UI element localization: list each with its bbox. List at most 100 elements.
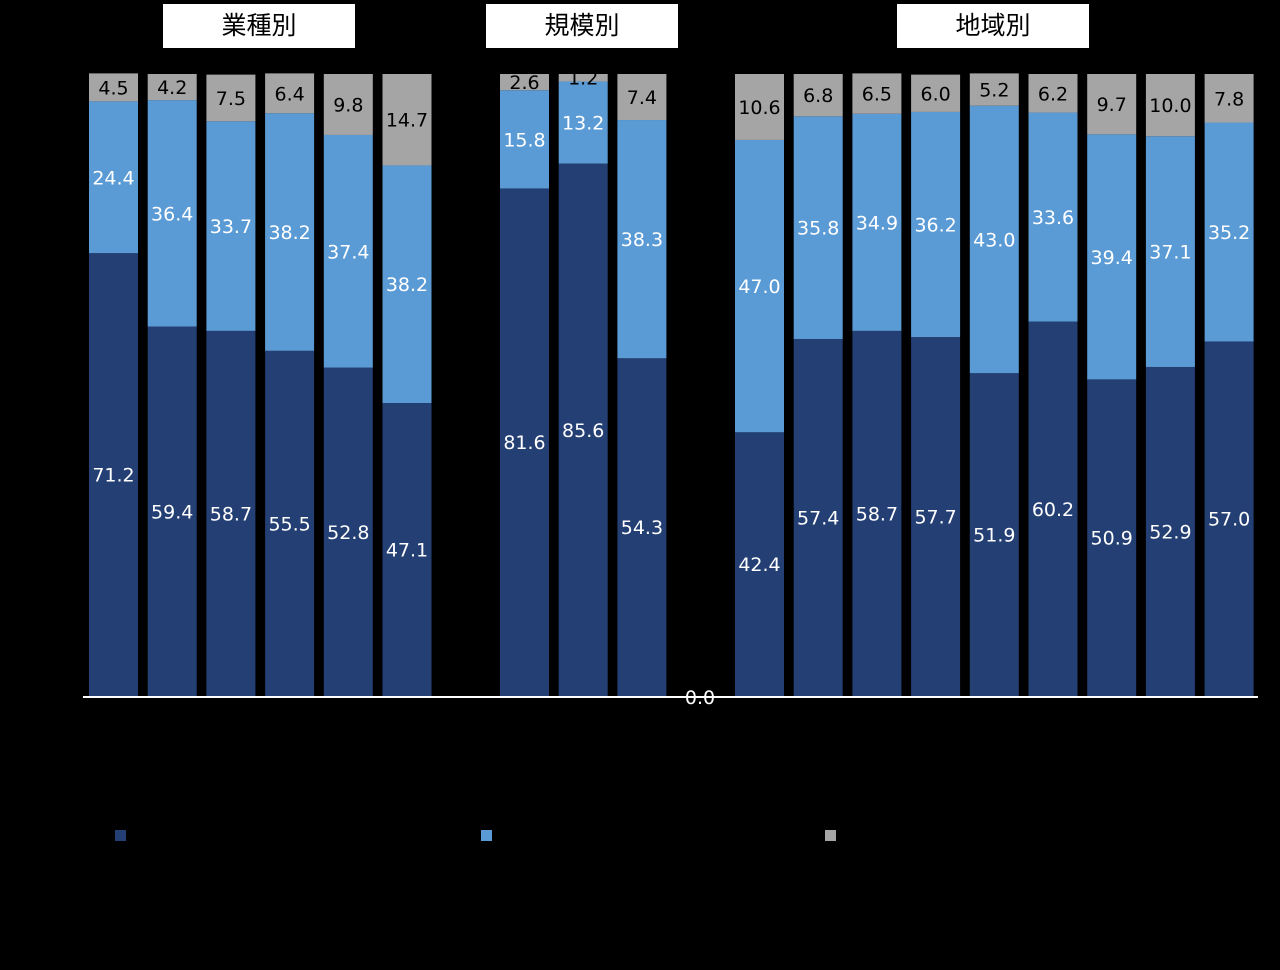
bar-segment-s1-b11 — [793, 338, 843, 696]
data-label-s2-b8: 13.2 — [562, 113, 604, 135]
bar-segment-s2-b9 — [617, 120, 667, 359]
data-label-s2-b15: 33.6 — [1032, 207, 1074, 229]
legend-marker-series-1 — [115, 830, 126, 841]
bar-segment-s2-b10 — [735, 139, 784, 433]
bar-segment-s3-b11 — [793, 74, 843, 117]
bar-segment-s2-b4 — [265, 113, 315, 351]
bar-segment-s1-b16 — [1087, 379, 1137, 696]
axis-zero-label: 0.0 — [685, 687, 715, 709]
bar-segment-s2-b16 — [1087, 134, 1137, 380]
bar-segment-s3-b6 — [382, 74, 432, 166]
data-label-s1-b2: 59.4 — [151, 501, 193, 523]
data-label-s2-b2: 36.4 — [151, 203, 193, 225]
bar-segment-s2-b17 — [1145, 136, 1195, 367]
bar-segment-s3-b18 — [1204, 74, 1254, 123]
bar-segment-s1-b9 — [617, 358, 667, 696]
bar-segment-s2-b12 — [852, 113, 902, 331]
bar-segment-s3-b7 — [500, 74, 549, 91]
bar-segment-s1-b7 — [500, 188, 549, 696]
data-label-s3-b12: 6.5 — [862, 84, 892, 106]
bar-segment-s3-b1 — [89, 73, 138, 102]
group-title-region: 地域別 — [897, 4, 1089, 48]
data-label-s3-b11: 6.8 — [803, 85, 833, 107]
data-label-s2-b12: 34.9 — [856, 212, 898, 234]
data-label-s2-b7: 15.8 — [503, 129, 545, 151]
bar-segment-s1-b1 — [89, 253, 138, 697]
legend-marker-series-3 — [825, 830, 836, 841]
data-label-s3-b18: 7.8 — [1214, 88, 1244, 110]
bar-segment-s2-b3 — [206, 121, 256, 331]
data-label-s3-b16: 9.7 — [1097, 94, 1127, 116]
bar-segment-s3-b8 — [558, 74, 608, 82]
data-label-s1-b10: 42.4 — [738, 554, 780, 576]
data-label-s2-b18: 35.2 — [1208, 222, 1250, 244]
data-label-s2-b9: 38.3 — [621, 229, 663, 251]
data-label-s3-b10: 10.6 — [738, 97, 780, 119]
bar-segment-s1-b14 — [969, 373, 1019, 696]
bar-segment-s1-b8 — [558, 163, 608, 696]
data-label-s2-b14: 43.0 — [973, 229, 1015, 251]
data-label-s3-b2: 4.2 — [157, 77, 187, 99]
data-label-s2-b3: 33.7 — [210, 216, 252, 238]
data-label-s1-b6: 47.1 — [386, 540, 428, 562]
bar-segment-s2-b13 — [911, 111, 961, 338]
data-label-s1-b7: 81.6 — [503, 432, 545, 454]
bar-segment-s3-b15 — [1028, 74, 1078, 113]
data-label-s2-b1: 24.4 — [92, 167, 134, 189]
data-label-s1-b17: 52.9 — [1149, 521, 1191, 543]
bar-segment-s2-b8 — [558, 81, 608, 164]
data-label-s3-b5: 9.8 — [333, 94, 363, 116]
data-label-s3-b7: 2.6 — [509, 72, 539, 94]
data-label-s1-b5: 52.8 — [327, 522, 369, 544]
bar-segment-s1-b6 — [382, 403, 432, 696]
bar-segment-s1-b13 — [911, 337, 961, 696]
bar-segment-s2-b7 — [500, 90, 549, 189]
bar-segment-s3-b9 — [617, 74, 667, 121]
bar-segment-s2-b1 — [89, 101, 138, 254]
bar-segment-s3-b16 — [1087, 74, 1137, 135]
data-label-s2-b5: 37.4 — [327, 241, 369, 263]
group-title-industry: 業種別 — [163, 4, 355, 48]
bar-segment-s1-b12 — [852, 330, 902, 696]
data-label-s2-b11: 35.8 — [797, 218, 839, 240]
bar-segment-s2-b14 — [969, 105, 1019, 374]
data-label-s2-b13: 36.2 — [914, 215, 956, 237]
data-label-s2-b4: 38.2 — [268, 222, 310, 244]
data-label-s1-b15: 60.2 — [1032, 499, 1074, 521]
data-label-s3-b14: 5.2 — [979, 80, 1009, 102]
bar-segment-s1-b17 — [1145, 366, 1195, 696]
bar-segment-s3-b5 — [323, 74, 373, 135]
data-label-s1-b12: 58.7 — [856, 503, 898, 525]
group-title-size: 規模別 — [486, 4, 678, 48]
data-label-s1-b3: 58.7 — [210, 503, 252, 525]
data-label-s1-b16: 50.9 — [1091, 528, 1133, 550]
bar-segment-s2-b11 — [793, 116, 843, 339]
bar-segment-s3-b13 — [911, 74, 961, 112]
bar-segment-s1-b3 — [206, 330, 256, 696]
bar-segment-s3-b10 — [735, 74, 784, 140]
bar-segment-s3-b2 — [147, 74, 197, 101]
data-label-s1-b1: 71.2 — [92, 465, 134, 487]
bar-segment-s2-b5 — [323, 134, 373, 368]
bar-segment-s1-b10 — [735, 432, 784, 696]
bar-segment-s3-b14 — [969, 73, 1019, 106]
data-label-s3-b1: 4.5 — [98, 77, 128, 99]
legend-marker-series-2 — [481, 830, 492, 841]
data-label-s2-b16: 39.4 — [1091, 247, 1133, 269]
data-label-s1-b11: 57.4 — [797, 507, 839, 529]
data-label-s1-b14: 51.9 — [973, 525, 1015, 547]
data-label-s2-b10: 47.0 — [738, 276, 780, 298]
data-label-s3-b4: 6.4 — [274, 83, 304, 105]
data-label-s3-b9: 7.4 — [627, 87, 657, 109]
data-label-s2-b6: 38.2 — [386, 274, 428, 296]
bar-segment-s1-b5 — [323, 367, 373, 696]
bar-segment-s3-b4 — [265, 73, 315, 114]
bar-segment-s1-b18 — [1204, 341, 1254, 696]
data-label-s1-b13: 57.7 — [914, 507, 956, 529]
data-label-s3-b6: 14.7 — [386, 110, 428, 132]
bar-segment-s3-b12 — [852, 73, 902, 114]
bar-segment-s3-b17 — [1145, 74, 1195, 137]
data-label-s2-b17: 37.1 — [1149, 242, 1191, 264]
data-label-s1-b4: 55.5 — [268, 513, 310, 535]
